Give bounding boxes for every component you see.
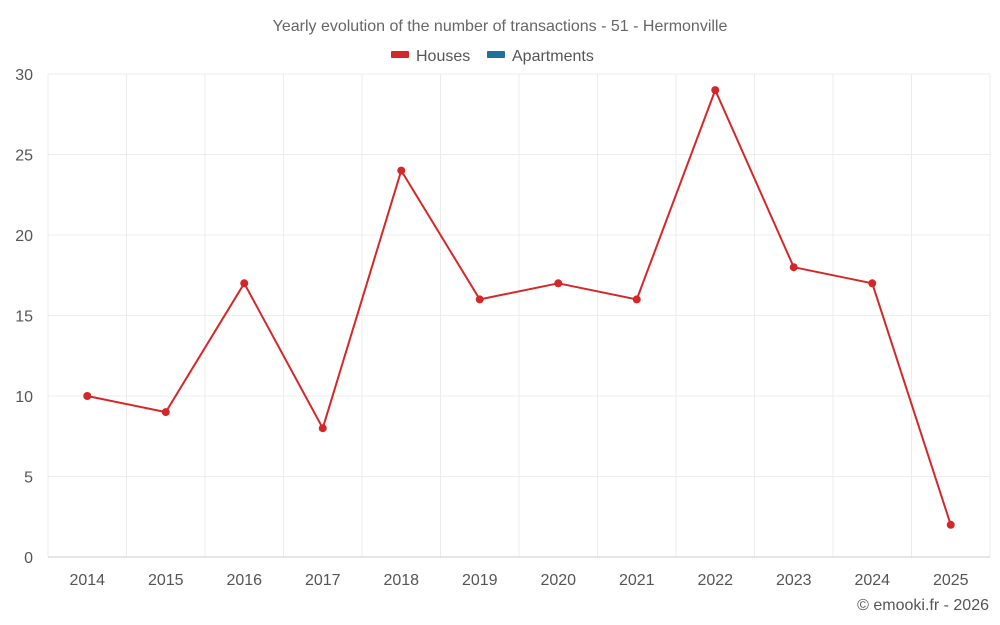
data-point [318,424,327,433]
data-point [475,295,484,304]
x-tick-label: 2020 [540,572,576,589]
data-point [397,166,406,175]
y-axis-labels: 0 5 10 15 20 25 30 [15,67,33,567]
y-tick-label: 0 [24,550,33,567]
legend: Houses Apartments [391,48,594,65]
legend-item-houses[interactable]: Houses [391,48,470,65]
y-tick-label: 5 [24,470,33,487]
x-tick-label: 2022 [697,572,733,589]
x-tick-label: 2024 [854,572,890,589]
x-tick-label: 2019 [462,572,498,589]
x-tick-label: 2023 [776,572,812,589]
data-point [946,520,955,529]
y-tick-label: 25 [15,148,33,165]
credit-text: © emooki.fr - 2026 [857,597,989,614]
data-point [868,279,877,288]
x-tick-label: 2025 [933,572,969,589]
series-line-houses [86,89,952,526]
gridlines [47,73,991,557]
y-tick-label: 10 [15,389,33,406]
x-tick-label: 2018 [383,572,419,589]
x-axis-labels: 2014 2015 2016 2017 2018 2019 2020 2021 2022 2023… [69,572,968,589]
y-tick-label: 20 [15,228,33,245]
data-point [632,295,641,304]
data-point [240,279,249,288]
series-houses [83,86,955,529]
x-tick-label: 2016 [226,572,262,589]
y-tick-label: 30 [15,67,33,84]
data-point [83,392,92,400]
legend-label-apartments: Apartments [512,48,594,65]
x-tick-label: 2015 [148,572,184,589]
x-tick-label: 2017 [305,572,341,589]
legend-swatch-apartments [487,51,505,58]
x-tick-label: 2014 [69,572,105,589]
data-point [711,86,720,95]
data-point [554,279,563,288]
legend-label-houses: Houses [416,48,470,65]
y-tick-label: 15 [15,309,33,326]
x-tick-label: 2021 [619,572,655,589]
legend-item-apartments[interactable]: Apartments [487,48,594,65]
data-point [161,408,170,417]
data-point [789,263,798,272]
legend-swatch-houses [391,51,409,58]
chart-title: Yearly evolution of the number of transa… [273,18,728,35]
